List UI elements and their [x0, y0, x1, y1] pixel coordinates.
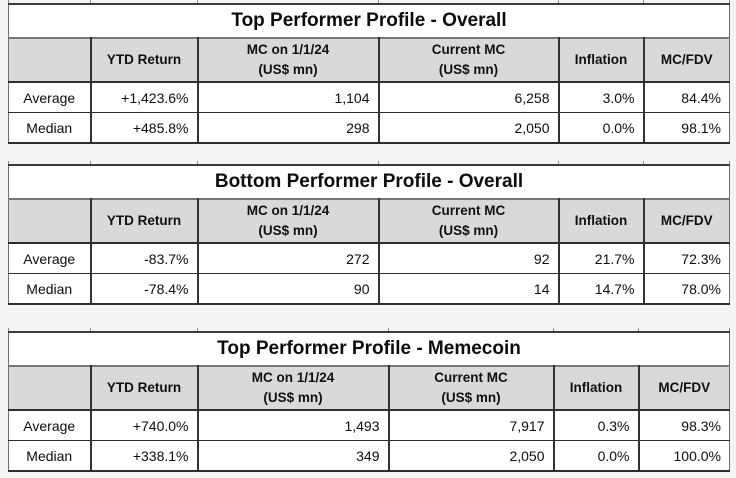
cell-current-mc: 7,917	[388, 410, 555, 441]
table-row-average: Average -83.7% 272 92 21.7% 72.3%	[8, 243, 730, 274]
row-label: Average	[8, 82, 92, 113]
col-header-row-label	[8, 37, 92, 83]
row-label: Median	[8, 440, 92, 472]
cell-inflation: 0.0%	[553, 440, 640, 472]
cell-current-mc: 92	[378, 243, 560, 274]
table-title: Top Performer Profile - Overall	[8, 3, 730, 38]
cell-mc-on-1-1-24: 1,104	[197, 82, 380, 113]
cell-inflation: 0.3%	[553, 410, 640, 441]
col-header-inflation: Inflation	[558, 37, 645, 83]
cell-ytd-return: +338.1%	[90, 440, 199, 472]
col-header-ytd-return: YTD Return	[90, 365, 199, 411]
col-header-ytd-return: YTD Return	[90, 37, 199, 83]
col-header-mc-fdv: MC/FDV	[643, 198, 730, 244]
row-label: Median	[8, 112, 92, 144]
col-header-mc-on-1-1-24: MC on 1/1/24 (US$ mn)	[197, 37, 380, 83]
table-row-median: Median +338.1% 349 2,050 0.0% 100.0%	[8, 440, 730, 472]
row-label: Average	[8, 410, 92, 441]
col-header-mc-on-1-1-24: MC on 1/1/24 (US$ mn)	[197, 365, 390, 411]
column-tick-marks	[8, 161, 730, 165]
cell-mc-on-1-1-24: 90	[197, 273, 380, 305]
cell-mc-fdv: 84.4%	[643, 82, 730, 113]
column-tick-marks	[8, 328, 730, 332]
cell-inflation: 21.7%	[558, 243, 645, 274]
cell-mc-fdv: 98.3%	[638, 410, 730, 441]
table-row-median: Median -78.4% 90 14 14.7% 78.0%	[8, 273, 730, 305]
table-bottom-performer-overall: Bottom Performer Profile - Overall YTD R…	[8, 161, 730, 305]
cell-current-mc: 2,050	[378, 112, 560, 144]
table-top-performer-overall: Top Performer Profile - Overall YTD Retu…	[8, 0, 730, 144]
cell-ytd-return: +1,423.6%	[90, 82, 199, 113]
col-header-inflation: Inflation	[558, 198, 645, 244]
col-header-mc-on-1-1-24: MC on 1/1/24 (US$ mn)	[197, 198, 380, 244]
table-row-average: Average +740.0% 1,493 7,917 0.3% 98.3%	[8, 410, 730, 441]
cell-current-mc: 14	[378, 273, 560, 305]
cell-inflation: 0.0%	[558, 112, 645, 144]
cell-mc-fdv: 72.3%	[643, 243, 730, 274]
table-row-median: Median +485.8% 298 2,050 0.0% 98.1%	[8, 112, 730, 144]
col-header-mc-fdv: MC/FDV	[643, 37, 730, 83]
table-title: Top Performer Profile - Memecoin	[8, 331, 730, 366]
cell-inflation: 14.7%	[558, 273, 645, 305]
cell-current-mc: 6,258	[378, 82, 560, 113]
col-header-row-label	[8, 198, 92, 244]
cell-ytd-return: +740.0%	[90, 410, 199, 441]
col-header-inflation: Inflation	[553, 365, 640, 411]
cell-mc-fdv: 98.1%	[643, 112, 730, 144]
col-header-current-mc: Current MC (US$ mn)	[378, 37, 560, 83]
cell-ytd-return: -83.7%	[90, 243, 199, 274]
col-header-row-label	[8, 365, 92, 411]
cell-current-mc: 2,050	[388, 440, 555, 472]
cell-mc-on-1-1-24: 349	[197, 440, 390, 472]
table-top-performer-memecoin: Top Performer Profile - Memecoin YTD Ret…	[8, 328, 730, 472]
cell-ytd-return: -78.4%	[90, 273, 199, 305]
table-row-average: Average +1,423.6% 1,104 6,258 3.0% 84.4%	[8, 82, 730, 113]
cell-mc-fdv: 100.0%	[638, 440, 730, 472]
cell-mc-fdv: 78.0%	[643, 273, 730, 305]
col-header-ytd-return: YTD Return	[90, 198, 199, 244]
cell-mc-on-1-1-24: 298	[197, 112, 380, 144]
col-header-current-mc: Current MC (US$ mn)	[378, 198, 560, 244]
column-tick-marks	[8, 0, 730, 4]
cell-mc-on-1-1-24: 1,493	[197, 410, 390, 441]
cell-ytd-return: +485.8%	[90, 112, 199, 144]
cell-inflation: 3.0%	[558, 82, 645, 113]
table-title: Bottom Performer Profile - Overall	[8, 164, 730, 199]
col-header-mc-fdv: MC/FDV	[638, 365, 730, 411]
cell-mc-on-1-1-24: 272	[197, 243, 380, 274]
row-label: Median	[8, 273, 92, 305]
col-header-current-mc: Current MC (US$ mn)	[388, 365, 555, 411]
row-label: Average	[8, 243, 92, 274]
